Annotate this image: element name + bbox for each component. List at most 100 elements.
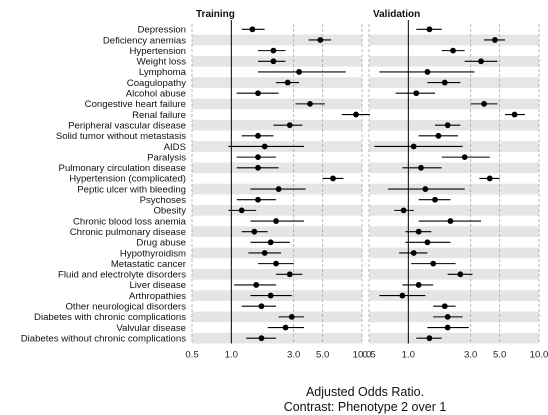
point-estimate — [413, 90, 420, 97]
point-estimate — [330, 175, 336, 182]
point-estimate — [415, 282, 422, 288]
point-estimate — [422, 186, 429, 192]
point-estimate — [255, 90, 261, 97]
row-label: Chronic pulmonary disease — [70, 227, 186, 238]
point-estimate — [258, 303, 265, 310]
point-estimate — [317, 37, 324, 43]
point-estimate — [444, 122, 451, 129]
x-tick-label: 3.0 — [287, 350, 300, 361]
point-estimate — [435, 132, 442, 139]
point-estimate — [447, 218, 454, 224]
point-estimate — [399, 292, 406, 299]
point-estimate — [492, 37, 498, 43]
row-label: Diabetes without chronic complications — [21, 333, 187, 344]
x-tick-label: 0.5 — [185, 350, 198, 361]
point-estimate — [238, 207, 245, 214]
row-band — [192, 311, 362, 323]
point-estimate — [430, 260, 437, 267]
row-label: Coagulopathy — [127, 78, 186, 89]
x-axis-label: Adjusted Odds Ratio. — [306, 385, 424, 399]
row-label: Congestive heart failure — [85, 99, 186, 110]
point-estimate — [253, 282, 260, 288]
x-tick-label: 10.0 — [353, 350, 372, 361]
point-estimate — [273, 218, 279, 224]
point-estimate — [424, 239, 431, 246]
x-tick-label: 1.0 — [225, 350, 238, 361]
point-estimate — [457, 271, 464, 278]
point-estimate — [255, 154, 261, 161]
x-tick-label: 10.0 — [530, 350, 548, 361]
point-estimate — [267, 239, 274, 246]
x-tick-label: 0.5 — [362, 350, 375, 361]
point-estimate — [261, 250, 268, 256]
row-label: Lymphoma — [139, 67, 187, 78]
estimate-marks — [228, 26, 525, 342]
x-tick-label: 5.0 — [493, 350, 506, 361]
point-estimate — [255, 164, 261, 171]
point-estimate — [481, 100, 487, 107]
point-estimate — [441, 79, 448, 86]
point-estimate — [286, 271, 293, 278]
point-estimate — [255, 132, 261, 139]
point-estimate — [353, 111, 359, 118]
row-label: Metastatic cancer — [111, 259, 187, 270]
row-band — [369, 226, 539, 237]
x-tick-label: 3.0 — [464, 350, 477, 361]
point-estimate — [426, 26, 433, 33]
row-band — [369, 290, 539, 301]
row-band — [369, 55, 539, 67]
row-label: Paralysis — [147, 152, 186, 163]
point-estimate — [270, 58, 277, 65]
x-axis-subtitle: Contrast: Phenotype 2 over 1 — [284, 400, 447, 414]
point-estimate — [400, 207, 407, 214]
point-estimate — [249, 26, 256, 33]
row-band — [369, 332, 539, 344]
reference-lines — [230, 20, 409, 344]
row-band — [369, 247, 539, 259]
point-estimate — [288, 313, 295, 320]
row-band — [369, 34, 539, 46]
row-label: Valvular disease — [116, 323, 186, 334]
row-bands — [192, 34, 539, 344]
panel-title-validation: Validation — [373, 9, 420, 20]
row-label: Depression — [137, 25, 186, 36]
row-label: Obesity — [153, 206, 186, 217]
row-band — [192, 332, 362, 344]
row-band — [369, 205, 539, 216]
row-label: Drug abuse — [136, 238, 186, 249]
point-estimate — [307, 100, 313, 107]
point-estimate — [286, 122, 293, 129]
point-estimate — [415, 228, 422, 235]
point-estimate — [432, 196, 438, 203]
point-estimate — [424, 69, 431, 75]
row-band — [192, 34, 362, 46]
row-label: Fluid and electrolyte disorders — [58, 270, 186, 281]
point-estimate — [255, 196, 261, 203]
x-tick-labels: 0.5 1.0 3.0 5.0 10.00.5 1.0 3.0 5.0 10.0 — [185, 350, 548, 361]
row-label: Peripheral vascular disease — [68, 120, 186, 131]
row-label: Deficiency anemias — [103, 35, 186, 46]
point-estimate — [258, 335, 265, 342]
point-estimate — [444, 313, 451, 320]
point-estimate — [486, 175, 493, 182]
point-estimate — [282, 324, 289, 331]
row-label: Weight loss — [137, 57, 187, 68]
point-estimate — [273, 260, 279, 267]
row-label: Pulmonary circulation disease — [59, 163, 186, 174]
grid-lines — [191, 24, 540, 344]
row-label: Hypertension (complicated) — [69, 174, 186, 185]
row-label: Arthropathies — [129, 291, 186, 302]
point-estimate — [251, 228, 258, 235]
point-estimate — [410, 250, 417, 256]
row-label: Hypothyroidism — [120, 248, 186, 259]
panel-title-training: Training — [196, 9, 235, 20]
point-estimate — [418, 164, 424, 171]
row-band — [192, 98, 362, 110]
point-estimate — [426, 335, 433, 342]
point-estimate — [261, 143, 268, 150]
row-label: AIDS — [164, 142, 186, 153]
row-label: Chronic blood loss anemia — [73, 216, 187, 227]
row-band — [369, 98, 539, 110]
